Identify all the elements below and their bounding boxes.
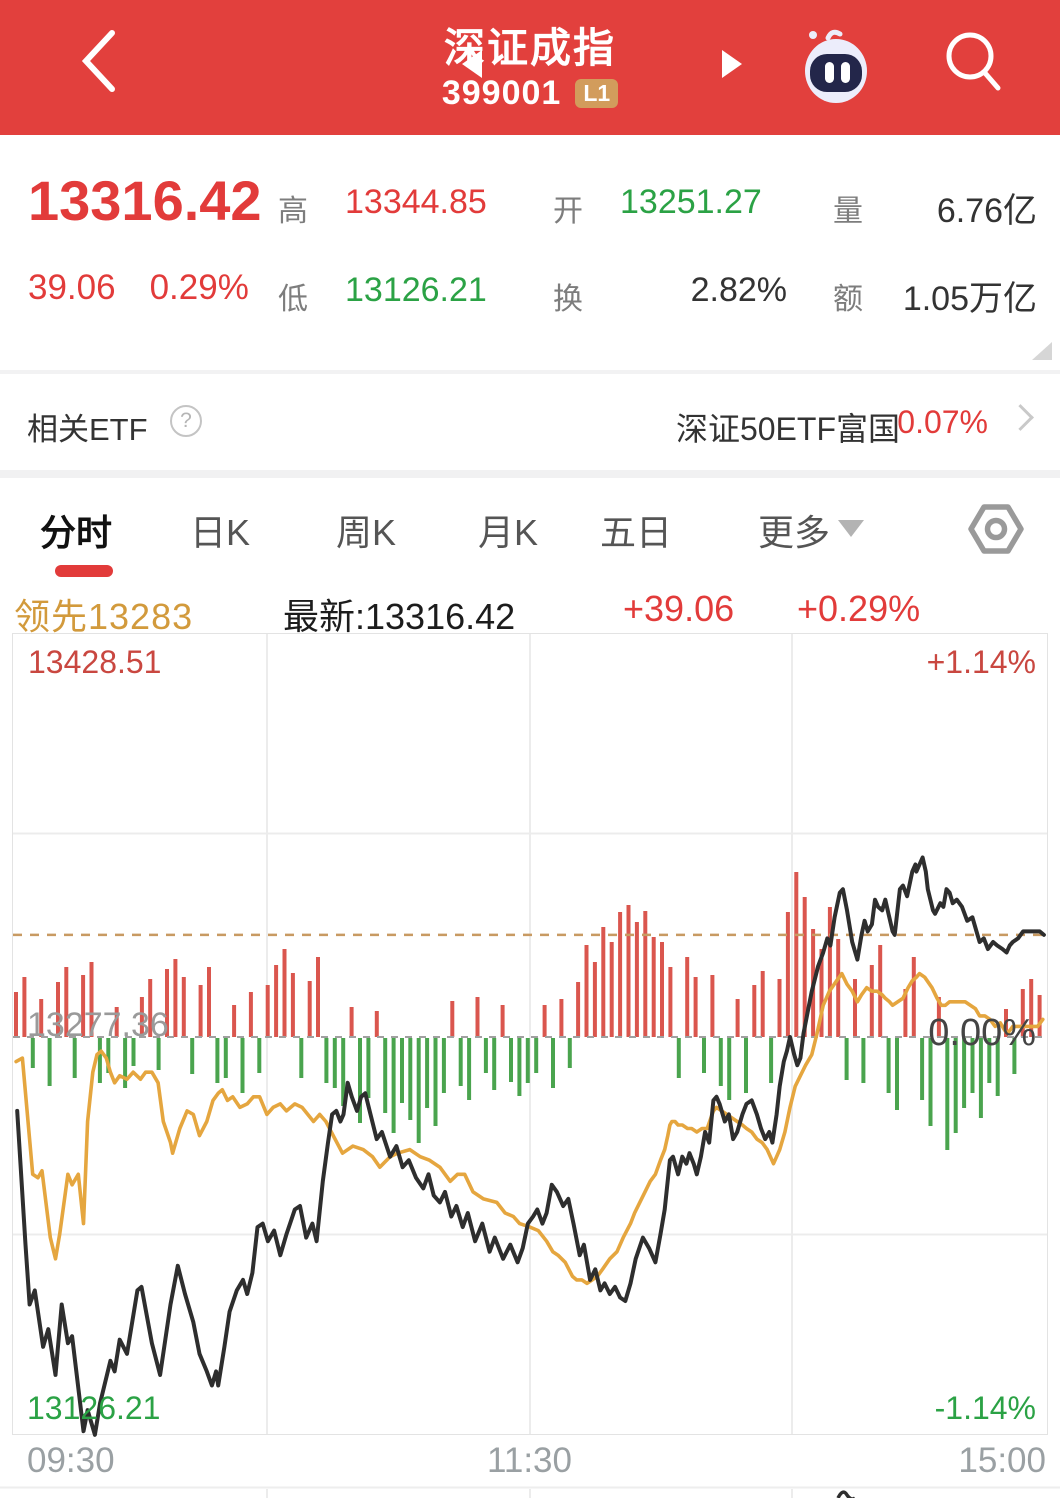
search-icon[interactable] [940, 28, 1010, 98]
related-etf-label: 相关ETF [27, 412, 148, 447]
stat-value-open: 13251.27 [620, 183, 762, 221]
divider [0, 470, 1060, 478]
next-stock-icon[interactable] [722, 50, 742, 78]
stat-label-low: 低 [278, 283, 308, 316]
chart-settings-icon[interactable] [966, 500, 1026, 558]
stock-code: 399001 [441, 74, 562, 112]
stat-value-volume: 6.76亿 [936, 192, 1037, 230]
robot-assistant-icon[interactable] [798, 26, 874, 106]
expand-corner-icon[interactable] [1032, 342, 1052, 360]
chevron-right-icon[interactable] [1007, 404, 1034, 431]
help-question-icon[interactable]: ? [170, 405, 202, 437]
stat-value-amount: 1.05万亿 [902, 280, 1037, 318]
prev-stock-icon[interactable] [462, 50, 482, 78]
tab-more[interactable]: 更多 [758, 512, 831, 553]
tab-daily-k[interactable]: 日K [190, 512, 251, 553]
stat-value-low: 13126.21 [345, 271, 487, 309]
y-axis-mid-pct: 0.00% [928, 1012, 1036, 1054]
y-axis-top-pct: +1.14% [926, 644, 1036, 680]
etf-change-pct: 0.07% [897, 404, 988, 440]
page-title: 深证成指 [444, 25, 616, 71]
lead-indicator: 领先13283 [14, 596, 194, 637]
intraday-chart[interactable] [0, 633, 1060, 1498]
tab-weekly-k[interactable]: 周K [336, 512, 397, 553]
next-panel-line-fragment [836, 1490, 855, 1498]
header [0, 0, 1060, 135]
tab-five-day[interactable]: 五日 [600, 512, 673, 553]
divider [0, 370, 1060, 374]
volume-bars [14, 872, 1042, 1150]
stat-label-turnover-rate: 换 [553, 283, 583, 316]
x-tick-1500: 15:00 [958, 1441, 1046, 1480]
stat-value-high: 13344.85 [345, 183, 487, 221]
legend-change: +39.06 [623, 588, 735, 629]
price-change: 39.06 0.29% [28, 268, 249, 308]
latest-price-label: 最新:13316.42 [283, 596, 516, 637]
tab-monthly-k[interactable]: 月K [478, 512, 539, 553]
change-pct: 0.29% [149, 268, 249, 307]
tab-intraday[interactable]: 分时 [40, 512, 113, 553]
last-price: 13316.42 [28, 169, 262, 232]
l1-quote-badge: L1 [575, 79, 619, 108]
y-axis-top-price: 13428.51 [28, 644, 162, 680]
x-tick-0930: 09:30 [27, 1441, 115, 1480]
x-tick-1130: 11:30 [487, 1441, 572, 1480]
stat-label-volume: 量 [833, 195, 863, 228]
legend-change-pct: +0.29% [797, 588, 921, 629]
stat-label-amount: 额 [833, 283, 863, 316]
active-tab-underline [55, 565, 113, 577]
y-axis-mid-price: 13277.36 [27, 1006, 169, 1044]
average-price-line [14, 971, 1045, 1286]
stat-label-open: 开 [553, 195, 583, 228]
etf-name[interactable]: 深证50ETF富国 [675, 411, 900, 447]
stat-value-turnover-rate: 2.82% [690, 271, 787, 309]
back-icon[interactable] [78, 28, 122, 94]
stat-label-high: 高 [278, 195, 308, 228]
y-axis-bottom-price: 13126.21 [27, 1390, 161, 1426]
chart-border [12, 633, 1048, 1435]
y-axis-bottom-pct: -1.14% [934, 1390, 1036, 1426]
price-line [15, 855, 1046, 1437]
change-abs: 39.06 [28, 268, 116, 307]
chevron-down-icon[interactable] [838, 520, 864, 537]
stock-code-row: 399001 L1 [0, 74, 1060, 113]
